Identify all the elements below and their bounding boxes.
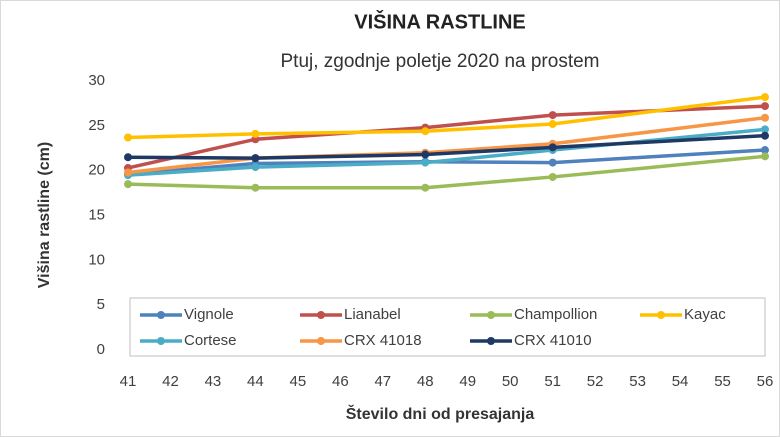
x-tick-label: 50	[502, 373, 519, 390]
legend-swatch-marker	[487, 311, 495, 319]
series-marker	[421, 183, 430, 192]
x-tick-label: 43	[205, 373, 222, 390]
series-marker	[421, 158, 430, 167]
series-marker	[548, 111, 557, 120]
y-tick-label: 20	[88, 162, 105, 179]
legend-label: CRX 41018	[344, 332, 422, 349]
y-tick-label: 10	[88, 251, 105, 268]
legend-label: Lianabel	[344, 306, 401, 323]
y-tick-label: 30	[88, 72, 105, 89]
legend-label: Vignole	[184, 306, 234, 323]
series-marker	[548, 120, 557, 129]
legend-swatch-marker	[157, 337, 165, 345]
x-tick-label: 44	[247, 373, 264, 390]
series-marker	[251, 154, 260, 163]
x-tick-label: 46	[332, 373, 349, 390]
legend-label: Kayac	[684, 306, 726, 323]
series-marker	[251, 183, 260, 192]
series-marker	[761, 146, 769, 155]
chart-subtitle: Ptuj, zgodnje poletje 2020 na prostem	[281, 51, 600, 72]
series-marker	[761, 125, 769, 134]
chart-title: VIŠINA RASTLINE	[354, 9, 526, 33]
legend-swatch-marker	[157, 311, 165, 319]
series-marker	[761, 102, 769, 111]
legend-swatch-marker	[317, 337, 325, 345]
y-tick-label: 0	[97, 341, 105, 358]
series-marker	[761, 152, 769, 161]
x-tick-label: 41	[120, 373, 137, 390]
series-marker	[421, 127, 430, 136]
series-marker	[124, 180, 132, 189]
series-marker	[548, 143, 557, 152]
y-tick-label: 15	[88, 206, 105, 223]
series-marker	[761, 93, 769, 102]
x-axis-label: Število dni od presajanja	[346, 404, 535, 423]
x-tick-label: 52	[587, 373, 604, 390]
legend-label: Cortese	[184, 332, 237, 349]
x-tick-label: 55	[714, 373, 731, 390]
legend-swatch-marker	[317, 311, 325, 319]
legend-label: CRX 41010	[514, 332, 592, 349]
x-tick-label: 45	[290, 373, 307, 390]
series-marker	[421, 150, 430, 159]
x-tick-label: 49	[459, 373, 476, 390]
legend-box	[129, 297, 766, 357]
series-marker	[124, 133, 132, 142]
series-marker	[548, 172, 557, 181]
series-marker	[761, 113, 769, 122]
series-marker	[124, 168, 132, 177]
x-tick-label: 54	[672, 373, 689, 390]
legend-label: Champollion	[514, 306, 597, 323]
x-tick-label: 47	[374, 373, 391, 390]
x-tick-label: 51	[544, 373, 561, 390]
y-axis-label: Višina rastline (cm)	[36, 142, 53, 288]
legend-swatch-marker	[657, 311, 665, 319]
series-marker	[124, 153, 132, 162]
series-marker	[251, 129, 260, 138]
x-tick-label: 56	[757, 373, 774, 390]
series-marker	[251, 163, 260, 172]
series-marker	[761, 131, 769, 140]
y-tick-label: 25	[88, 117, 105, 134]
series-marker	[548, 158, 557, 167]
x-tick-label: 48	[417, 373, 434, 390]
x-tick-label: 42	[162, 373, 179, 390]
y-tick-label: 5	[97, 296, 105, 313]
x-tick-label: 53	[629, 373, 646, 390]
legend-swatch-marker	[487, 337, 495, 345]
